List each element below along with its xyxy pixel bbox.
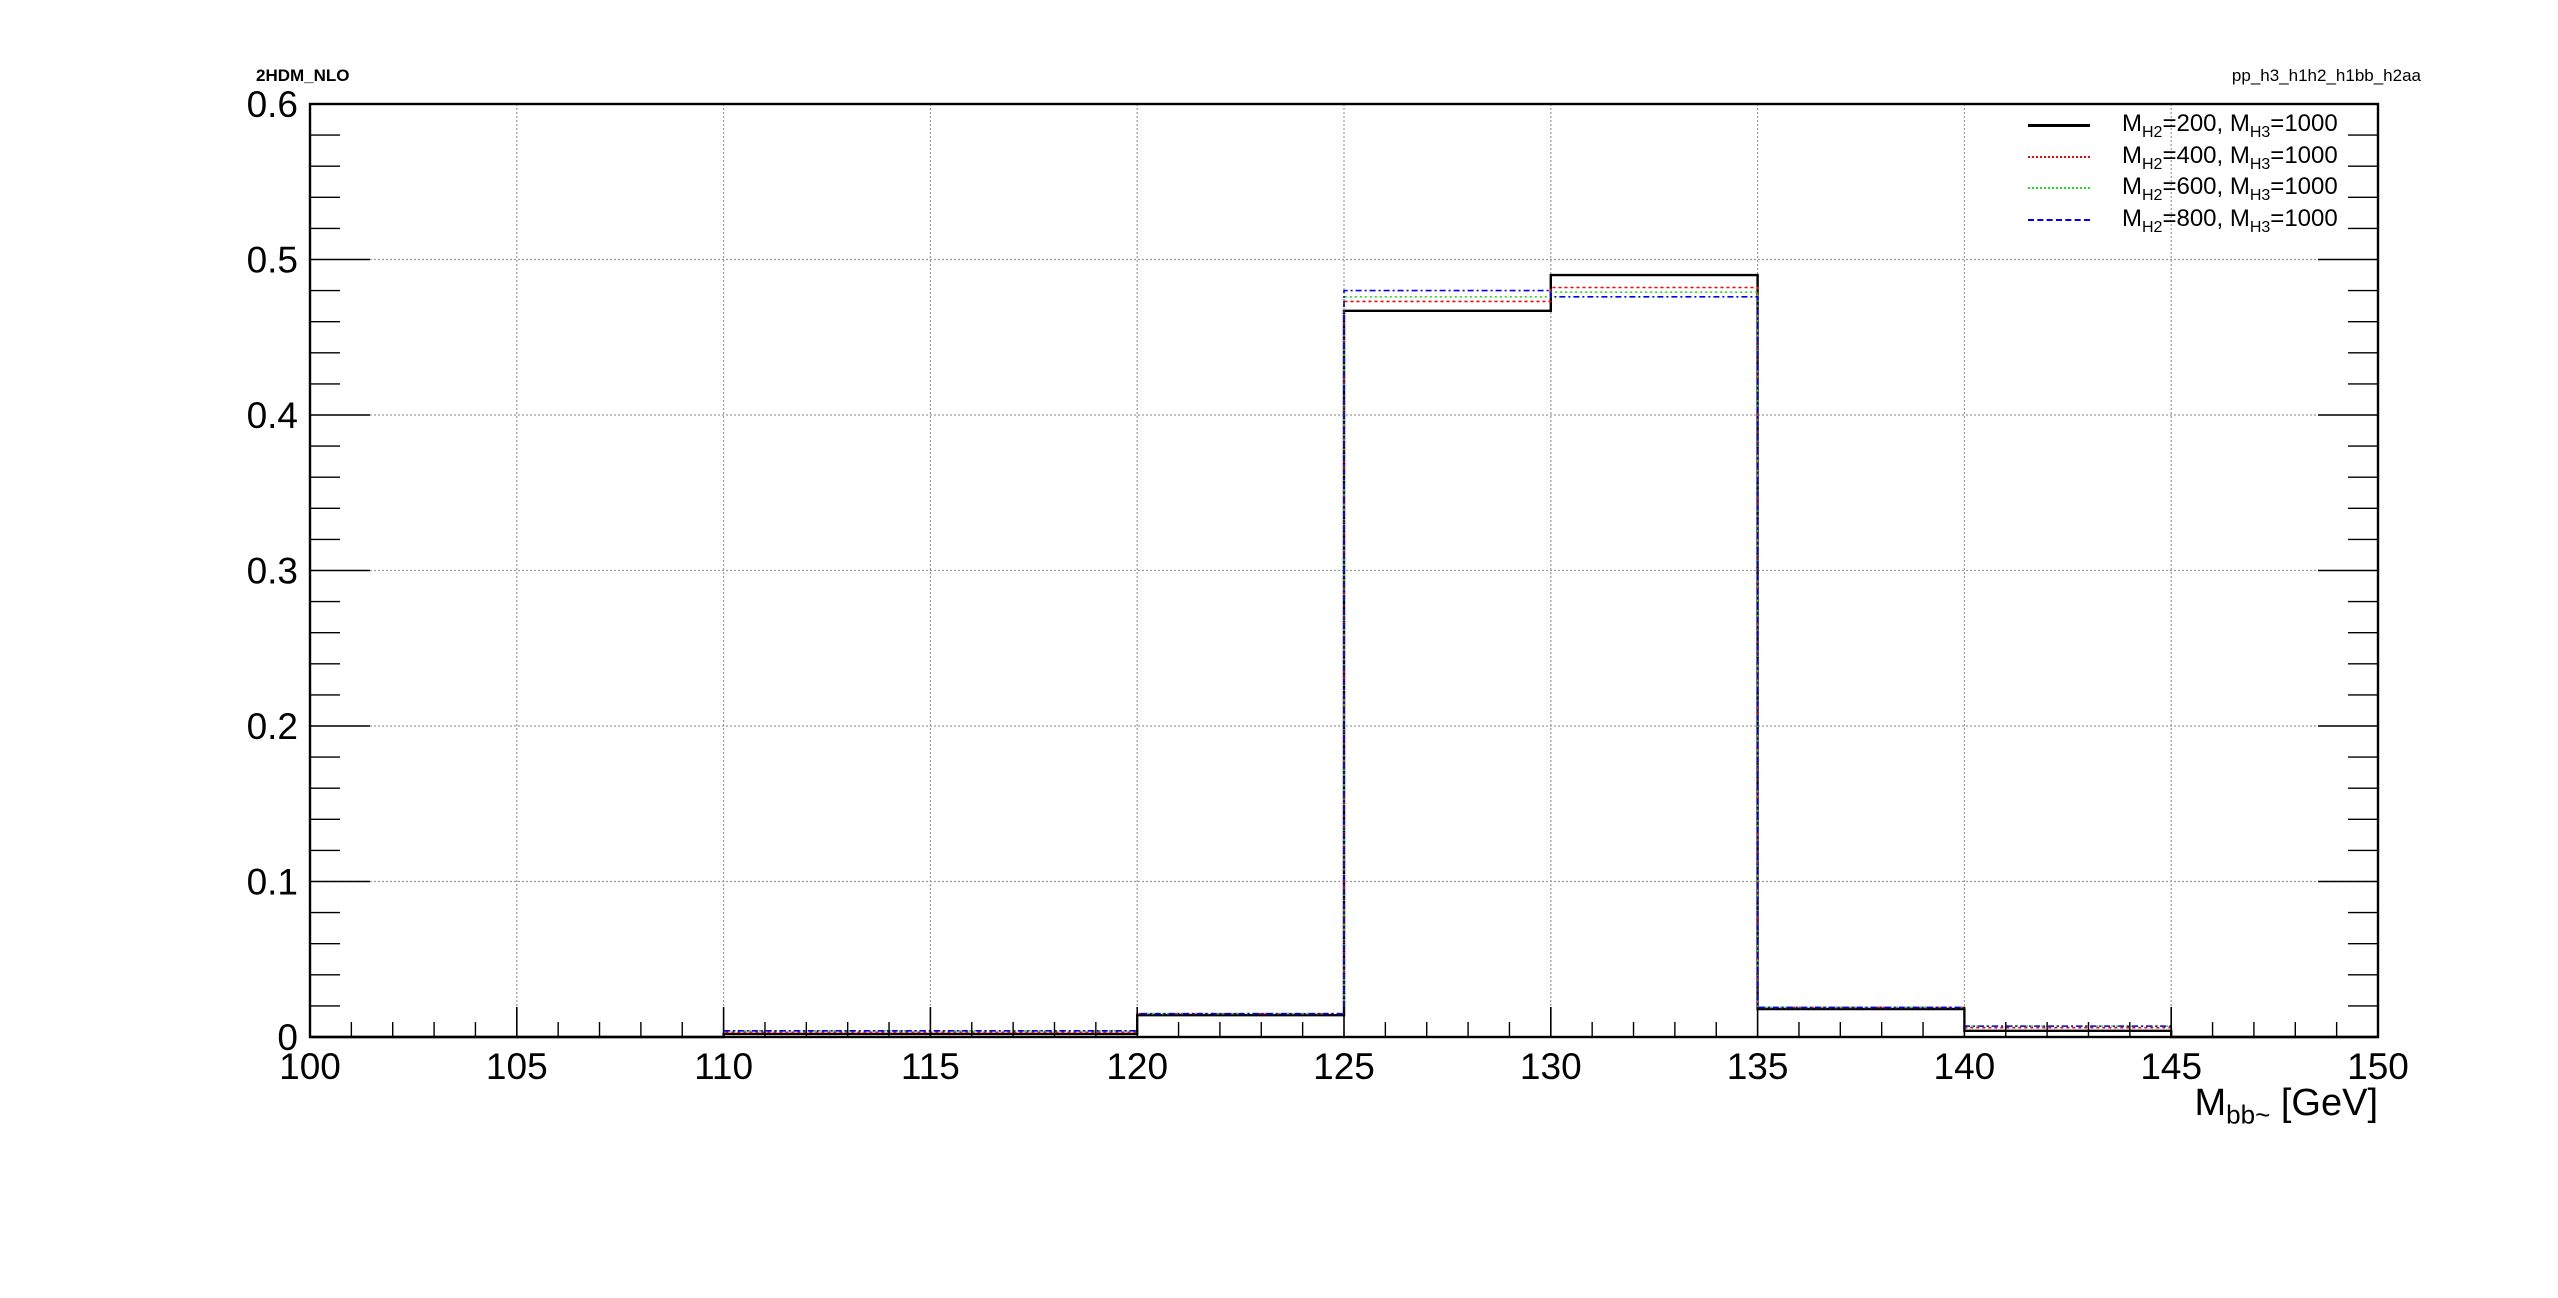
legend-label-text: M — [2122, 204, 2142, 232]
legend-label-text: =800, M — [2162, 204, 2250, 232]
legend-label: MH2=800, MH3=1000 — [2122, 203, 2338, 243]
legend: MH2=200, MH3=1000 MH2=400, MH3=1000 MH2=60… — [2022, 108, 2372, 235]
legend-entry: MH2=400, MH3=1000 — [2022, 140, 2372, 172]
legend-label-text: =1000 — [2270, 141, 2338, 169]
legend-line-swatch — [2028, 124, 2090, 127]
x-tick-label: 125 — [1313, 1046, 1375, 1087]
x-axis-title-unit: [GeV] — [2280, 1082, 2378, 1124]
legend-label-text: =400, M — [2162, 141, 2250, 169]
legend-label-subscript: H2 — [2142, 186, 2163, 204]
x-tick-label: 135 — [1727, 1046, 1789, 1087]
legend-label-text: M — [2122, 141, 2142, 169]
y-tick-label: 0.2 — [247, 706, 298, 747]
y-tick-label: 0.4 — [247, 395, 298, 436]
y-tick-label: 0.5 — [247, 240, 298, 281]
x-tick-label: 145 — [2140, 1046, 2202, 1087]
legend-label: MH2=200, MH3=1000 — [2122, 108, 2338, 148]
x-tick-label: 115 — [901, 1046, 960, 1087]
legend-line-swatch — [2028, 218, 2090, 221]
x-tick-label: 100 — [279, 1046, 341, 1087]
legend-entry: MH2=200, MH3=1000 — [2022, 108, 2372, 141]
legend-label-text: =200, M — [2162, 110, 2250, 137]
legend-label-text: =1000 — [2270, 204, 2338, 232]
legend-label-text: M — [2122, 173, 2142, 200]
legend-line-swatch — [2028, 187, 2090, 189]
x-axis-title: Mbb~ [GeV] — [2195, 1082, 2378, 1131]
x-tick-label: 105 — [486, 1046, 548, 1087]
y-tick-label: 0.1 — [247, 862, 298, 903]
top-left-label: 2HDM_NLO — [256, 66, 350, 85]
legend-label-text: =600, M — [2162, 173, 2250, 200]
legend-label-subscript: H3 — [2249, 155, 2271, 173]
legend-entry: MH2=800, MH3=1000 — [2022, 203, 2372, 235]
legend-label-text: M — [2122, 110, 2142, 137]
x-tick-label: 130 — [1520, 1046, 1582, 1087]
legend-line-swatch — [2028, 155, 2090, 158]
x-tick-label: 140 — [1934, 1046, 1996, 1087]
legend-label-text: =1000 — [2270, 110, 2338, 137]
tick-labels: 100 105 110 115 120 125 130 135 140 145 150 0 0.1 0.2… — [247, 84, 2409, 1087]
legend-label-subscript: H2 — [2142, 123, 2163, 141]
series-layer — [310, 273, 2378, 1039]
legend-label-subscript: H2 — [2142, 155, 2163, 173]
legend-label-subscript: H2 — [2142, 218, 2163, 236]
x-tick-label: 110 — [694, 1046, 753, 1087]
y-tick-label: 0.6 — [247, 84, 298, 125]
y-tick-label: 0.3 — [247, 551, 298, 592]
axis-ticks — [309, 103, 2379, 1038]
legend-label-subscript: H3 — [2249, 218, 2271, 236]
legend-label-subscript: H3 — [2249, 186, 2271, 204]
x-tick-label: 120 — [1106, 1046, 1168, 1087]
legend-label: MH2=400, MH3=1000 — [2122, 140, 2338, 180]
top-right-label: pp_h3_h1h2_h1bb_h2aa — [2231, 66, 2421, 85]
legend-label: MH2=600, MH3=1000 — [2122, 171, 2338, 211]
series-2-histogram — [310, 286, 2378, 1038]
legend-label-text: =1000 — [2270, 173, 2338, 200]
x-tick-label: 150 — [2347, 1046, 2409, 1087]
legend-label-subscript: H3 — [2249, 123, 2271, 141]
y-tick-label: 0 — [277, 1017, 298, 1058]
legend-entry: MH2=600, MH3=1000 — [2022, 171, 2372, 204]
x-axis-title-sub: bb~ — [2226, 1099, 2271, 1130]
x-axis-title-main: M — [2194, 1082, 2227, 1124]
